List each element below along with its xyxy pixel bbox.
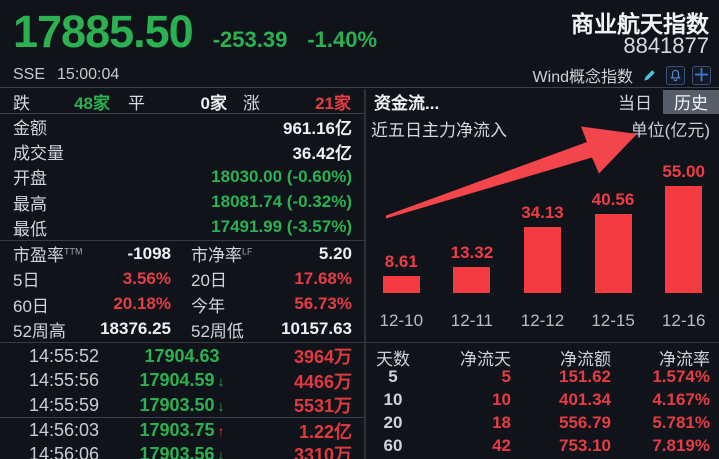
pair-row-pe-pb: 市盈率TTM -1098 市净率LF 5.20	[13, 243, 352, 266]
tab-history[interactable]: 历史	[663, 89, 719, 114]
ratio-rows: 市盈率TTM -1098 市净率LF 5.20 5日 3.56% 20日 17.…	[0, 241, 364, 343]
last-price: 17885.50	[13, 6, 194, 57]
flow-bar	[594, 214, 632, 293]
x-tick-label: 12-12	[520, 311, 565, 330]
flow-table-row: 60 42 753.10 7.819%	[383, 435, 710, 455]
up-arrow-icon: ↑	[217, 423, 225, 439]
bar-slot: 34.13	[507, 141, 578, 293]
tick-row: 14:55:59 17903.50 ↓ 5531万	[29, 394, 352, 417]
index-name: 商业航天指数	[571, 11, 709, 37]
flow-stats-table: 天数 净流天 净流额 净流率 5 5 151.62 1.574% 10 10 4…	[366, 345, 719, 459]
tick-list[interactable]: 14:55:52 17904.63 3964万 14:55:56 17904.5…	[0, 343, 364, 459]
stat-row-high: 最高 18081.74 (-0.32%)	[13, 192, 352, 214]
flat-count: 0家	[200, 94, 227, 113]
flow-table-row: 20 18 556.79 5.781%	[383, 412, 710, 432]
x-tick-label: 12-15	[591, 311, 635, 330]
flow-table-row: 5 5 151.62 1.574%	[388, 366, 710, 386]
index-code: 8841877	[623, 33, 709, 58]
market-breadth-row: 跌 48家 平 0家 涨 21家	[0, 89, 364, 114]
stat-row-low: 最低 17491.99 (-3.57%)	[13, 217, 352, 239]
alert-bell-icon[interactable]	[666, 65, 685, 85]
pair-row-60d-ytd: 60日 20.18% 今年 56.73%	[13, 294, 352, 316]
index-type-group: Wind概念指数 ＋	[533, 63, 711, 87]
bar-value-label: 55.00	[662, 162, 705, 181]
add-plus-icon[interactable]: ＋	[692, 65, 711, 85]
tick-row: 14:55:52 17904.63 3964万	[29, 345, 352, 368]
tick-row-partial: 14:56:06 17903.56 ↓ 3310万	[0, 441, 364, 459]
bar-slot: 13.32	[437, 141, 508, 293]
bar-value-label: 8.61	[384, 252, 418, 271]
bar-value-label: 13.32	[450, 243, 494, 262]
price-change: -253.39	[212, 27, 288, 52]
fund-flow-header: 资金流... 当日 历史	[366, 89, 719, 114]
fund-flow-panel: 资金流... 当日 历史 近五日主力净流入 单位(亿元) 8.61 13.32 …	[366, 89, 719, 459]
bar-slot: 55.00	[648, 141, 719, 293]
quote-time: 15:00:04	[57, 66, 120, 83]
pair-row-52wk: 52周高 18376.25 52周低 10157.63	[13, 319, 352, 341]
flow-table-header: 天数 净流天 净流额 净流率	[376, 350, 710, 369]
bar-slot: 8.61	[366, 141, 437, 293]
fund-flow-subheader: 近五日主力净流入 单位(亿元)	[366, 116, 719, 140]
up-count-label: 涨	[243, 94, 260, 113]
index-type-label: Wind概念指数	[532, 69, 633, 86]
price-change-percent: -1.40%	[307, 27, 378, 52]
stat-row-open: 开盘 18030.00 (-0.60%)	[13, 166, 352, 189]
down-arrow-icon: ↓	[217, 446, 225, 459]
exchange-time: SSE 15:00:04	[13, 66, 119, 84]
flow-table-row: 10 10 401.34 4.167%	[383, 389, 710, 409]
flow-bar-chart: 8.61 13.32 34.13 40.56 55.00	[366, 141, 719, 293]
panel-divider	[364, 89, 366, 459]
bar-value-label: 40.56	[591, 190, 635, 209]
chart-title: 近五日主力净流入	[371, 120, 507, 140]
down-arrow-icon: ↓	[217, 397, 225, 414]
chart-x-axis: 12-10 12-11 12-12 12-15 12-16	[366, 311, 719, 333]
header-sub-line: SSE 15:00:04 Wind概念指数 ＋	[0, 63, 719, 87]
exchange-label: SSE	[13, 66, 46, 83]
x-tick-label: 12-10	[379, 311, 424, 330]
bar-slot: 40.56	[578, 141, 649, 293]
flow-bar	[382, 276, 420, 293]
tick-row: 14:56:03 17903.75 ↑ 1.22亿	[0, 416, 364, 442]
section-divider	[366, 342, 719, 343]
fund-flow-title[interactable]: 资金流...	[374, 94, 440, 113]
bar-value-label: 34.13	[521, 203, 564, 222]
x-tick-label: 12-16	[661, 311, 706, 330]
quote-header: 17885.50 -253.39 -1.40% 商业航天指数 8841877 S…	[0, 0, 719, 88]
down-count-label: 跌	[13, 94, 30, 113]
stat-rows: 金额 961.16亿 成交量 36.42亿 开盘 18030.00 (-0.60…	[0, 114, 364, 241]
price-line: 17885.50 -253.39 -1.40%	[13, 6, 377, 58]
chart-unit-label: 单位(亿元)	[630, 120, 710, 140]
stat-row-amount: 金额 961.16亿	[13, 119, 352, 139]
down-arrow-icon: ↓	[217, 373, 225, 389]
stat-row-volume: 成交量 36.42亿	[13, 144, 352, 164]
up-count: 21家	[315, 94, 351, 113]
x-tick-label: 12-11	[450, 311, 493, 330]
down-count: 48家	[74, 94, 110, 113]
flow-bar	[523, 227, 561, 293]
flow-bar	[665, 186, 703, 293]
tab-today[interactable]: 当日	[618, 94, 652, 113]
fund-flow-tabs: 当日 历史	[607, 89, 719, 114]
flat-count-label: 平	[128, 94, 145, 113]
tick-row: 14:55:56 17904.59 ↓ 4466万	[29, 370, 352, 392]
edit-pencil-icon[interactable]	[640, 66, 659, 85]
flow-bar	[453, 267, 491, 293]
quote-detail-panel: 跌 48家 平 0家 涨 21家 金额 961.16亿 成交量 36.42亿 开…	[0, 89, 364, 459]
pair-row-5d-20d: 5日 3.56% 20日 17.68%	[13, 268, 352, 291]
